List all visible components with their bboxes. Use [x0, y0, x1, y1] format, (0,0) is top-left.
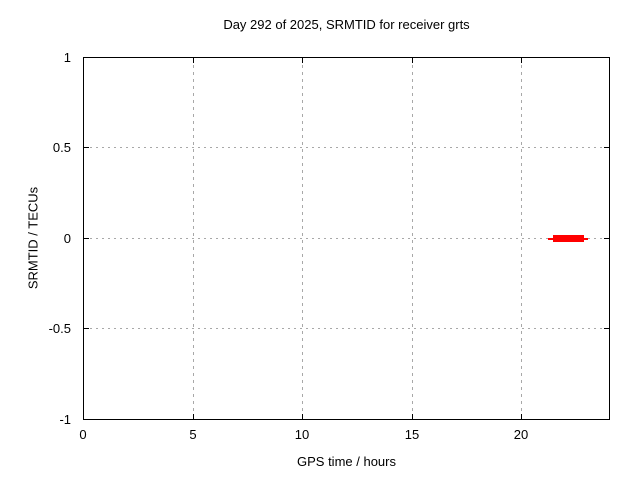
gridline-h-0.5	[84, 147, 609, 148]
y-tick-left-0	[84, 238, 89, 239]
x-tick-top-15	[412, 58, 413, 63]
gridline-v-20	[521, 58, 522, 419]
x-tick-bottom-20	[521, 414, 522, 419]
x-tick-label-0: 0	[79, 427, 87, 442]
x-tick-label-15: 15	[404, 427, 420, 442]
x-tick-top-5	[193, 58, 194, 63]
y-tick-label-0: 0	[63, 231, 71, 246]
gridline-v-15	[412, 58, 413, 419]
chart-title: Day 292 of 2025, SRMTID for receiver grt…	[223, 17, 470, 32]
y-tick-label--1: -1	[59, 412, 71, 427]
gridline-h--0.5	[84, 328, 609, 329]
x-tick-bottom-10	[302, 414, 303, 419]
x-tick-bottom-5	[193, 414, 194, 419]
y-tick-label--0.5: -0.5	[48, 321, 71, 336]
y-tick-left--0.5	[84, 328, 89, 329]
plot-area	[83, 57, 610, 420]
series-srmtid-segment-thick	[553, 235, 584, 242]
x-tick-bottom-15	[412, 414, 413, 419]
gridline-v-10	[302, 58, 303, 419]
y-tick-right--0.5	[604, 328, 609, 329]
gridline-v-5	[193, 58, 194, 419]
y-tick-label-0.5: 0.5	[52, 140, 71, 155]
x-tick-label-20: 20	[513, 427, 529, 442]
y-tick-left-0.5	[84, 147, 89, 148]
x-tick-label-10: 10	[294, 427, 310, 442]
y-tick-right-0	[604, 238, 609, 239]
x-axis-label: GPS time / hours	[297, 454, 396, 469]
y-tick-label-1: 1	[63, 50, 71, 65]
gridline-h-0	[84, 238, 609, 239]
y-tick-right-0.5	[604, 147, 609, 148]
x-tick-top-10	[302, 58, 303, 63]
x-tick-label-5: 5	[189, 427, 197, 442]
x-tick-top-20	[521, 58, 522, 63]
